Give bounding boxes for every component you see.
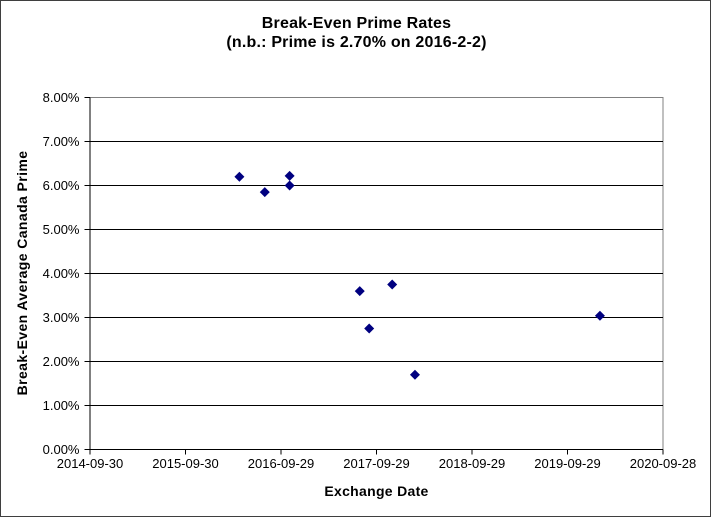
- y-tick-label: 4.00%: [42, 266, 80, 281]
- data-point-diamond: [284, 170, 295, 181]
- x-tick-label: 2015-09-30: [152, 455, 219, 471]
- x-tick-label: 2020-09-28: [629, 455, 697, 471]
- chart-title-block: Break-Even Prime Rates (n.b.: Prime is 2…: [1, 14, 710, 52]
- y-tick-label: 0.00%: [42, 442, 80, 457]
- data-point-diamond: [234, 171, 245, 182]
- x-axis-title: Exchange Date: [324, 483, 429, 499]
- y-tick-label: 1.00%: [42, 398, 80, 413]
- data-point-diamond: [409, 369, 420, 380]
- x-tick-label: 2014-09-30: [56, 455, 124, 471]
- x-tick-label: 2019-09-29: [534, 455, 601, 471]
- data-point-diamond: [354, 286, 365, 297]
- chart-subtitle: (n.b.: Prime is 2.70% on 2016-2-2): [226, 34, 487, 51]
- y-tick-label: 3.00%: [42, 310, 80, 325]
- y-tick-label: 8.00%: [42, 90, 80, 105]
- data-point-diamond: [284, 180, 295, 191]
- y-tick-label: 7.00%: [42, 134, 80, 149]
- x-tick-label: 2017-09-29: [343, 455, 410, 471]
- data-point-diamond: [594, 310, 605, 321]
- data-point-diamond: [364, 323, 375, 334]
- x-tick-label: 2018-09-29: [438, 455, 506, 471]
- chart-title: Break-Even Prime Rates: [261, 15, 452, 32]
- data-point-diamond: [387, 279, 398, 290]
- y-tick-label: 5.00%: [42, 222, 80, 237]
- y-tick-label: 6.00%: [42, 178, 80, 193]
- y-tick-label: 2.00%: [42, 354, 80, 369]
- data-point-diamond: [259, 187, 270, 198]
- x-tick-label: 2016-09-29: [247, 455, 315, 471]
